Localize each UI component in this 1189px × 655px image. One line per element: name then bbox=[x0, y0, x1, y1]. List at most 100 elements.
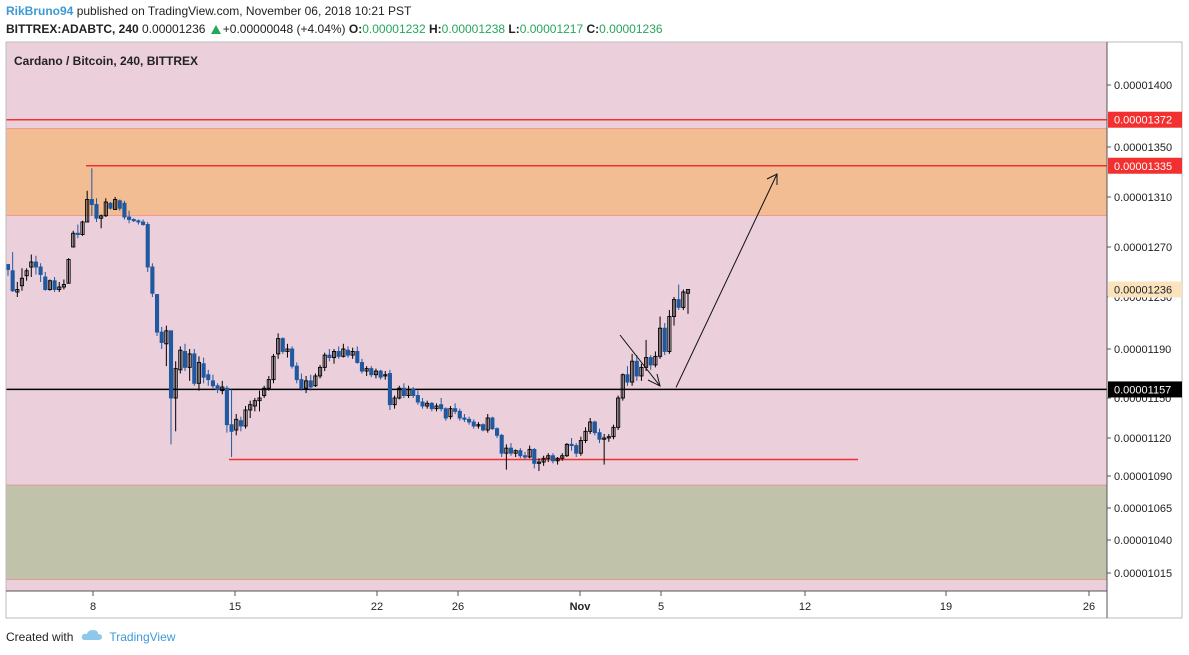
candle-body bbox=[127, 216, 132, 220]
candle-body bbox=[47, 280, 52, 290]
price-tag-bg bbox=[1108, 281, 1182, 298]
candle-body bbox=[131, 219, 136, 222]
candle-body bbox=[550, 455, 555, 462]
candle-body bbox=[229, 424, 234, 432]
candle-body bbox=[434, 405, 439, 410]
candle-body bbox=[485, 417, 490, 431]
y-tick-label: 0.00001120 bbox=[1114, 433, 1171, 445]
candle-body bbox=[5, 264, 11, 270]
created-with-text: Created with bbox=[6, 629, 74, 644]
candle-body bbox=[24, 270, 29, 277]
candle-body bbox=[369, 368, 374, 376]
candle-body bbox=[457, 410, 462, 419]
candle-body bbox=[597, 432, 602, 440]
candle-body bbox=[415, 395, 420, 403]
candle-body bbox=[15, 289, 20, 293]
candle-body bbox=[238, 420, 243, 427]
candle-body bbox=[378, 370, 383, 378]
candle-body bbox=[555, 457, 560, 462]
candle-body bbox=[397, 387, 402, 399]
candle-body bbox=[299, 379, 304, 389]
y-tick-label: 0.00001040 bbox=[1114, 535, 1172, 547]
candle-body bbox=[182, 351, 188, 368]
candle-body bbox=[257, 397, 262, 402]
candle-body bbox=[243, 409, 248, 427]
candle-body bbox=[448, 408, 453, 418]
candle-body bbox=[541, 457, 546, 463]
x-tick-label: 26 bbox=[1083, 601, 1095, 613]
candle-body bbox=[19, 277, 25, 287]
candle-body bbox=[304, 380, 309, 389]
chart-title: Cardano / Bitcoin, 240, BITTREX bbox=[14, 54, 198, 68]
candle-body bbox=[103, 201, 108, 217]
candle-body bbox=[453, 408, 458, 412]
candle-body bbox=[322, 354, 327, 368]
candle-body bbox=[336, 351, 341, 357]
y-tick-label: 0.00001270 bbox=[1114, 242, 1172, 254]
candle-body bbox=[75, 232, 80, 235]
high-value: 0.00001238 bbox=[441, 22, 506, 36]
candle-body bbox=[564, 443, 569, 457]
candle-body bbox=[387, 373, 392, 406]
candle-body bbox=[527, 448, 532, 458]
candle-body bbox=[341, 348, 346, 357]
candle-body bbox=[508, 447, 514, 454]
candle-body bbox=[383, 374, 388, 377]
candle-body bbox=[658, 327, 663, 357]
candle-body bbox=[71, 232, 76, 248]
candle-body bbox=[685, 289, 691, 294]
candle-body bbox=[616, 397, 621, 428]
candle-body bbox=[536, 461, 542, 464]
candle-body bbox=[443, 408, 448, 419]
arrow-up-line bbox=[675, 173, 778, 388]
candle-body bbox=[136, 220, 141, 223]
candle-body bbox=[513, 450, 518, 454]
candle-body bbox=[476, 424, 481, 427]
open-label: O: bbox=[348, 22, 363, 36]
tradingview-brand[interactable]: TradingView bbox=[109, 629, 176, 644]
candle-body bbox=[373, 370, 378, 376]
candle-body bbox=[215, 385, 220, 390]
author-name[interactable]: RikBruno94 bbox=[6, 4, 74, 18]
candle-body bbox=[653, 355, 658, 366]
candle-body bbox=[625, 374, 630, 383]
candle-body bbox=[252, 400, 257, 407]
price-tag-bg bbox=[1108, 381, 1182, 398]
candle-body bbox=[318, 366, 323, 377]
symbol-label: BITTREX:ADABTC, 240 bbox=[6, 22, 139, 36]
footer: Created with TradingView bbox=[6, 629, 175, 644]
candle-body bbox=[52, 280, 57, 290]
candle-body bbox=[234, 418, 239, 431]
candle-body bbox=[490, 417, 495, 430]
candle-body bbox=[294, 365, 299, 381]
candle-body bbox=[546, 455, 551, 459]
candle-body bbox=[602, 437, 607, 440]
candle-body bbox=[43, 276, 48, 290]
candle-body bbox=[201, 363, 206, 378]
candle-body bbox=[178, 349, 183, 371]
candle-body bbox=[481, 424, 486, 431]
low-value: 0.00001217 bbox=[519, 22, 584, 36]
candle-body bbox=[644, 357, 649, 368]
candle-body bbox=[164, 330, 169, 345]
chart-frame bbox=[5, 41, 1183, 619]
y-tick-label: 0.00001350 bbox=[1114, 142, 1172, 154]
candle-body bbox=[313, 375, 318, 387]
candle-body bbox=[33, 261, 38, 268]
x-tick-label: 5 bbox=[658, 601, 664, 613]
price-tag-bg bbox=[1108, 157, 1182, 174]
candle-body bbox=[280, 338, 285, 352]
candle-body bbox=[630, 360, 635, 383]
y-tick-label: 0.00001310 bbox=[1114, 192, 1172, 204]
candle-body bbox=[634, 360, 639, 377]
candle-body bbox=[331, 351, 337, 359]
candle-body bbox=[94, 204, 99, 219]
candle-body bbox=[420, 401, 425, 407]
candle-body bbox=[359, 362, 365, 372]
candle-body bbox=[276, 338, 281, 355]
candle-body bbox=[401, 387, 406, 397]
candle-body bbox=[154, 294, 160, 333]
candle-body bbox=[532, 448, 537, 464]
candle-body bbox=[355, 351, 360, 363]
